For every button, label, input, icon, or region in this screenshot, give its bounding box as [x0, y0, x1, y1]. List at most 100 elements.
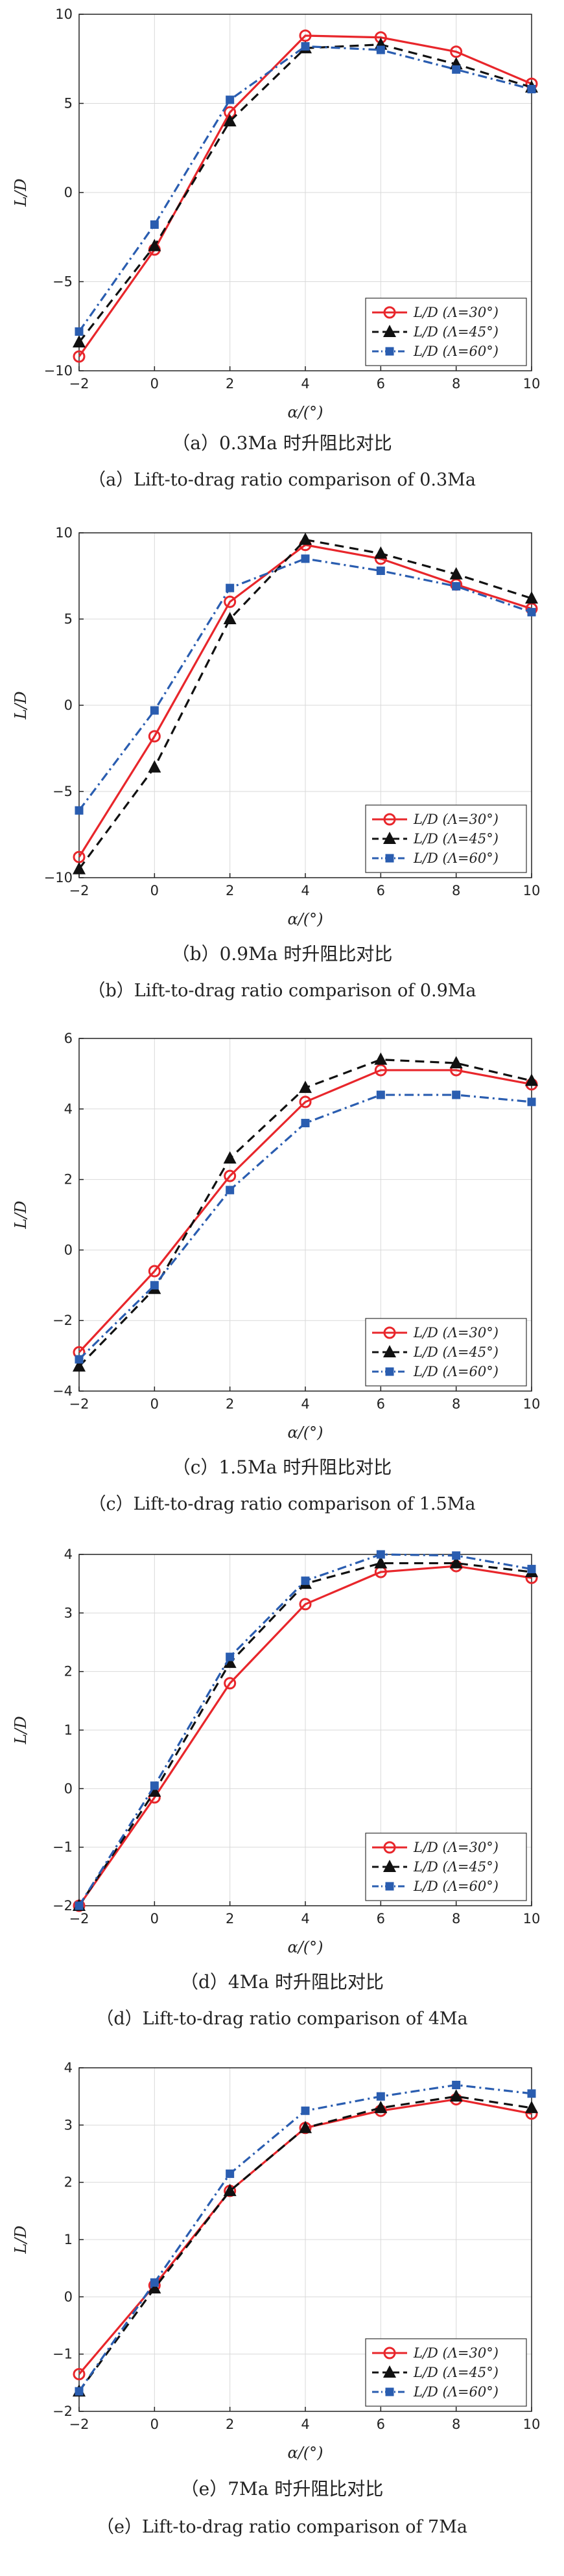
chart-panel-1: −2 0 2 4 6 8 10 −10 −5 0 5 10 α/(°) L/D L/D (Λ=30°) L/D…	[0, 0, 564, 507]
data-point	[75, 327, 84, 336]
data-point	[376, 567, 385, 576]
caption-english: （d）Lift-to-drag ratio comparison of 4Ma	[96, 2009, 468, 2029]
data-point	[374, 1064, 387, 1077]
data-point	[374, 546, 388, 559]
legend-entry: L/D (Λ=60°)	[413, 2384, 499, 2400]
y-tick-label: 4	[64, 2060, 73, 2076]
x-axis-label: α/(°)	[287, 910, 323, 928]
data-point	[223, 114, 237, 126]
x-tick-label: 6	[377, 2417, 385, 2432]
legend-entry: L/D (Λ=45°)	[413, 2365, 499, 2380]
data-point	[224, 1169, 237, 1182]
x-tick-label: 2	[226, 376, 234, 392]
data-point	[224, 1677, 237, 1690]
data-point	[226, 95, 235, 104]
y-tick-label: −5	[53, 274, 73, 290]
series-3	[75, 1090, 536, 1364]
data-point	[299, 1081, 312, 1094]
data-point	[150, 220, 159, 229]
data-point	[75, 1355, 84, 1364]
legend-entry: L/D (Λ=30°)	[413, 2345, 499, 2361]
data-point	[299, 29, 312, 42]
data-point	[527, 607, 536, 616]
data-point	[376, 1090, 385, 1099]
y-tick-label: 5	[64, 96, 73, 111]
caption-chinese: （d）4Ma 时升阻比对比	[180, 1971, 384, 1993]
legend-entry: L/D (Λ=45°)	[413, 831, 499, 847]
y-axis-label: L/D	[12, 2225, 30, 2254]
data-point	[525, 1073, 538, 1086]
series-3	[75, 554, 536, 815]
data-point	[450, 45, 463, 58]
data-point	[301, 1576, 310, 1586]
data-point	[299, 2120, 312, 2133]
x-tick-label: 6	[377, 1396, 385, 1412]
data-point	[223, 1656, 237, 1669]
data-point	[148, 1265, 161, 1278]
legend-marker	[383, 1326, 396, 1339]
y-tick-label: −10	[44, 870, 73, 885]
data-point	[452, 1090, 461, 1099]
y-axis-label: L/D	[12, 1200, 30, 1229]
y-tick-label: 0	[64, 1781, 73, 1796]
x-tick-label: −2	[69, 883, 89, 898]
y-tick-label: −2	[53, 1898, 73, 1914]
x-tick-label: 2	[226, 1396, 234, 1412]
y-tick-label: 4	[64, 1547, 73, 1562]
x-tick-label: 0	[150, 2417, 159, 2432]
data-point	[452, 1551, 461, 1560]
legend-entry: L/D (Λ=60°)	[413, 344, 499, 359]
data-point	[223, 2183, 237, 2196]
legend-entry: L/D (Λ=45°)	[413, 324, 499, 340]
data-point	[73, 2368, 86, 2381]
y-tick-label: −2	[53, 2404, 73, 2419]
y-tick-label: 2	[64, 1172, 73, 1188]
y-tick-label: 6	[64, 1031, 73, 1046]
data-point	[73, 1359, 86, 1372]
x-tick-label: 8	[452, 883, 460, 898]
series-3	[75, 1550, 536, 1910]
y-tick-label: 10	[55, 6, 73, 22]
y-tick-label: 3	[64, 2117, 73, 2133]
legend-marker	[385, 1367, 394, 1376]
data-point	[75, 806, 84, 815]
x-tick-label: 4	[301, 1396, 309, 1412]
legend-entry: L/D (Λ=60°)	[413, 850, 499, 866]
data-point	[301, 2106, 310, 2115]
legend: L/D (Λ=30°) L/D (Λ=45°) L/D (Λ=60°)	[365, 1318, 527, 1387]
x-tick-label: 4	[301, 1911, 309, 1926]
data-point	[374, 2100, 388, 2113]
data-point	[449, 1556, 463, 1569]
caption-chinese: （e）7Ma 时升阻比对比	[180, 2478, 384, 2500]
x-tick-label: 8	[452, 1911, 460, 1926]
data-point	[301, 1119, 310, 1128]
y-tick-label: −10	[44, 363, 73, 379]
legend-entry: L/D (Λ=30°)	[413, 305, 499, 320]
data-point	[452, 2081, 461, 2089]
data-point	[148, 1784, 161, 1797]
chart-panel-4: −2 0 2 4 6 8 10 −2 −1 0 1 2 3 4 α/(°) L/D L/D (Λ=30°) L/D…	[0, 1535, 564, 2042]
chart-panel-3: −2 0 2 4 6 8 10 −4 −2 0 2 4 6 α/(°) L/D L/D (Λ=30°) L/D …	[0, 1018, 564, 1525]
x-tick-label: 6	[377, 1911, 385, 1926]
x-tick-label: −2	[69, 376, 89, 392]
x-tick-label: 0	[150, 376, 159, 392]
x-tick-label: 6	[377, 883, 385, 898]
legend-marker	[383, 1841, 396, 1854]
chart-panel-5: −2 0 2 4 6 8 10 −2 −1 0 1 2 3 4 α/(°) L/D L/D (Λ=30°) L/D…	[0, 2043, 564, 2550]
series-2	[73, 532, 538, 874]
y-tick-label: 3	[64, 1605, 73, 1621]
y-tick-label: 1	[64, 2232, 73, 2247]
data-point	[226, 1186, 235, 1195]
series-line	[78, 1069, 532, 1353]
caption-english: （c）Lift-to-drag ratio comparison of 1.5M…	[88, 1494, 476, 1514]
caption-chinese: （a）0.3Ma 时升阻比对比	[172, 432, 392, 454]
data-point	[150, 2278, 159, 2287]
y-tick-label: 10	[55, 525, 73, 541]
x-tick-label: 0	[150, 883, 159, 898]
series-3	[75, 2081, 536, 2396]
caption-english: （e）Lift-to-drag ratio comparison of 7Ma	[97, 2517, 467, 2537]
